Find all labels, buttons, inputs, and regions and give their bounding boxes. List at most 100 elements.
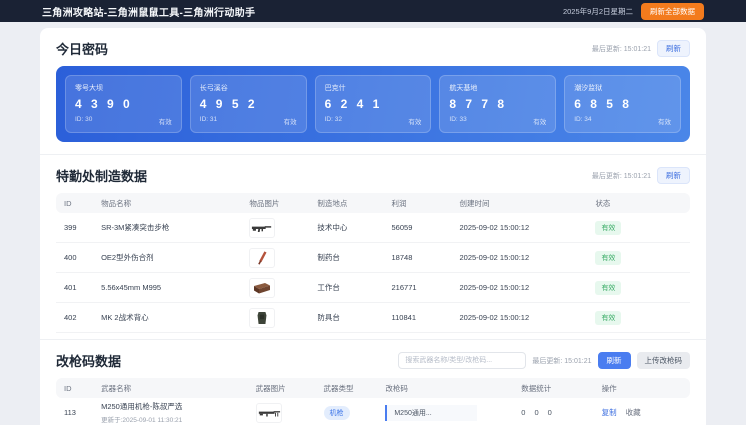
weapon-updated-at: 更新于:2025-09-01 11:30:21 — [101, 417, 183, 424]
top-bar: 三角洲攻略站-三角洲鼠鼠工具-三角洲行动助手 2025年9月2日星期二 刷新全部… — [0, 0, 746, 22]
item-location: 工作台 — [317, 283, 340, 292]
password-card-valley: 长弓溪谷 4 9 5 2 ID: 31 有效 — [189, 75, 307, 133]
password-code: 4 9 5 2 — [199, 97, 258, 111]
ammo-box-icon — [249, 277, 276, 298]
map-name: 航天基地 — [449, 85, 478, 92]
gun-code-value[interactable]: M250通用... — [385, 404, 478, 421]
table-row: 113 M250通用机枪-陈叔严选 更新于:2025-09-01 11:30:2… — [56, 398, 690, 425]
gun-codes-last-update: 最后更新: 15:01:21 — [532, 357, 592, 365]
map-name: 巴克什 — [324, 85, 346, 92]
item-location: 防具台 — [317, 313, 340, 322]
refresh-all-button[interactable]: 刷新全部数据 — [641, 2, 704, 20]
item-name: 5.56x45mm M995 — [101, 283, 162, 292]
manufacturing-last-update: 最后更新: 15:01:21 — [591, 172, 651, 180]
col-id: ID — [64, 383, 72, 393]
stat-value: 0 — [521, 408, 526, 417]
table-header-row: ID 物品名称 物品图片 制造地点 利润 创建时间 状态 — [56, 193, 690, 213]
password-card-prison: 潮汐监狱 6 8 5 8 ID: 34 有效 — [564, 75, 681, 133]
password-code: 4 3 9 0 — [75, 97, 133, 111]
weapon-type-badge: 机枪 — [323, 405, 350, 420]
item-profit: 56059 — [391, 223, 413, 232]
syringe-icon — [249, 247, 276, 268]
status-badge: 有效 — [595, 280, 622, 295]
map-name: 潮汐监狱 — [574, 85, 603, 92]
password-id: ID: 30 — [75, 116, 93, 123]
col-gun-code: 改枪码 — [385, 383, 408, 393]
status-badge: 有效 — [595, 220, 622, 235]
col-actions: 操作 — [601, 383, 617, 393]
gun-codes-title: 改枪码数据 — [56, 354, 122, 369]
item-name: OE2型外伤合剂 — [101, 253, 154, 262]
map-name: 零号大坝 — [75, 85, 103, 92]
stat-value: 0 — [547, 408, 552, 417]
app-title: 三角洲攻略站-三角洲鼠鼠工具-三角洲行动助手 — [42, 7, 256, 19]
gun-codes-table: ID 武器名称 武器图片 武器类型 改枪码 数据统计 操作 113 M250通用… — [56, 378, 690, 425]
password-panel: 零号大坝 4 3 9 0 ID: 30 有效 长弓溪谷 4 9 5 2 ID: … — [56, 66, 690, 142]
item-id: 401 — [64, 283, 77, 292]
item-name: MK 2战术背心 — [101, 313, 149, 322]
col-stats: 数据统计 — [521, 383, 552, 393]
col-created: 创建时间 — [459, 198, 490, 208]
col-item-name: 物品名称 — [101, 198, 132, 208]
password-status: 有效 — [408, 119, 422, 126]
password-code: 8 7 7 8 — [449, 97, 508, 111]
machine-gun-icon — [255, 402, 282, 423]
item-created: 2025-09-02 15:00:12 — [459, 313, 530, 322]
password-card-space-base: 航天基地 8 7 7 8 ID: 33 有效 — [439, 75, 557, 133]
manufacturing-title: 特勤处制造数据 — [56, 169, 148, 184]
table-header-row: ID 武器名称 武器图片 武器类型 改枪码 数据统计 操作 — [56, 378, 690, 398]
col-weapon-name: 武器名称 — [101, 383, 132, 393]
password-card-dam: 零号大坝 4 3 9 0 ID: 30 有效 — [65, 75, 182, 133]
manufacturing-refresh-button[interactable]: 刷新 — [657, 167, 690, 184]
password-code: 6 2 4 1 — [324, 97, 383, 111]
password-id: ID: 34 — [574, 116, 592, 123]
table-row: 399 SR-3M紧凑突击步枪 技术中心 56059 2025-09-02 15… — [56, 213, 690, 243]
stat-value: 0 — [534, 408, 539, 417]
col-id: ID — [64, 198, 72, 208]
main-container: 今日密码 最后更新: 15:01:21 刷新 零号大坝 4 3 9 0 ID: … — [40, 28, 706, 425]
section-manufacturing: 特勤处制造数据 最后更新: 15:01:21 刷新 ID 物品名称 物品图片 制… — [40, 154, 706, 333]
item-profit: 110841 — [391, 313, 416, 322]
rifle-icon — [249, 217, 276, 238]
col-status: 状态 — [595, 198, 611, 208]
password-id: ID: 31 — [199, 116, 218, 123]
table-row: 401 5.56x45mm M995 工作台 216771 2025-09-02… — [56, 273, 690, 303]
weapon-name: M250通用机枪-陈叔严选 — [101, 402, 183, 411]
upload-gun-code-button[interactable]: 上传改枪码 — [636, 352, 690, 369]
weapon-id: 113 — [64, 408, 76, 417]
password-status: 有效 — [657, 119, 671, 126]
item-profit: 216771 — [391, 283, 417, 292]
col-item-image: 物品图片 — [249, 198, 280, 208]
item-profit: 18748 — [391, 253, 413, 262]
passwords-title: 今日密码 — [56, 42, 109, 57]
favorite-link[interactable]: 收藏 — [625, 408, 641, 417]
password-status: 有效 — [158, 119, 172, 126]
item-id: 402 — [64, 313, 77, 322]
vest-icon — [249, 307, 276, 328]
manufacturing-table: ID 物品名称 物品图片 制造地点 利润 创建时间 状态 399 SR-3M紧凑… — [56, 193, 690, 333]
password-status: 有效 — [533, 119, 547, 126]
section-gun-codes: 改枪码数据 最后更新: 15:01:21 刷新 上传改枪码 ID 武器名称 武器… — [40, 339, 706, 425]
gun-codes-refresh-button[interactable]: 刷新 — [597, 352, 631, 369]
table-row: 402 MK 2战术背心 防具台 110841 2025-09-02 15:00… — [56, 303, 690, 333]
passwords-refresh-button[interactable]: 刷新 — [657, 40, 690, 57]
item-name: SR-3M紧凑突击步枪 — [101, 223, 170, 232]
col-location: 制造地点 — [317, 198, 348, 208]
map-name: 长弓溪谷 — [199, 85, 228, 92]
col-profit: 利润 — [391, 198, 407, 208]
table-row: 400 OE2型外伤合剂 制药台 18748 2025-09-02 15:00:… — [56, 243, 690, 273]
status-badge: 有效 — [595, 310, 622, 325]
col-weapon-type: 武器类型 — [323, 383, 354, 393]
col-weapon-image: 武器图片 — [255, 383, 286, 393]
search-input[interactable] — [398, 352, 527, 369]
password-card-bakshi: 巴克什 6 2 4 1 ID: 32 有效 — [314, 75, 432, 133]
item-created: 2025-09-02 15:00:12 — [459, 253, 530, 262]
item-id: 400 — [64, 253, 77, 262]
item-created: 2025-09-02 15:00:12 — [459, 223, 530, 232]
copy-link[interactable]: 复制 — [601, 408, 617, 417]
item-location: 制药台 — [317, 253, 340, 262]
stats-counters: 0 0 0 — [521, 408, 601, 417]
password-id: ID: 32 — [324, 116, 342, 123]
password-id: ID: 33 — [449, 116, 467, 123]
current-date: 2025年9月2日星期二 — [562, 6, 633, 16]
